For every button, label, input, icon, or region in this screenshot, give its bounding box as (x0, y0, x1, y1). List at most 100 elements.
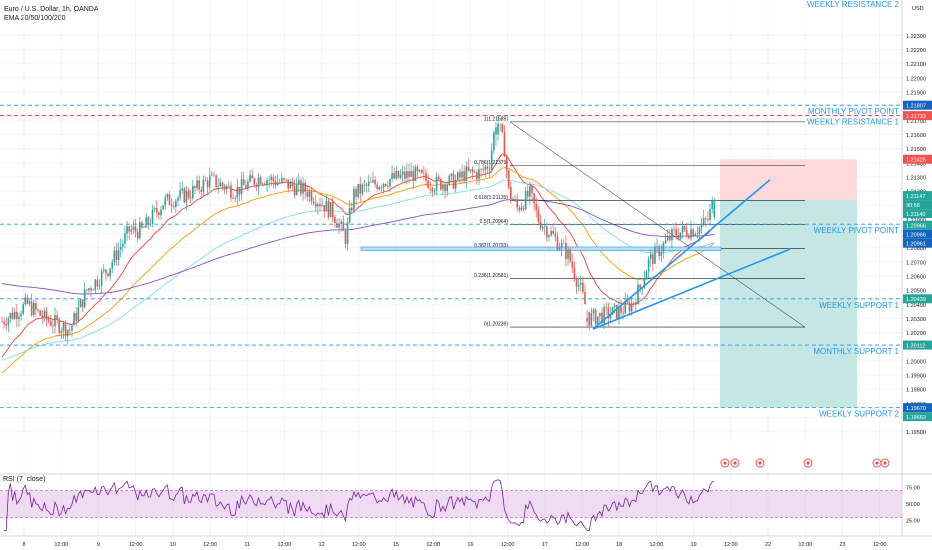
candle-body (442, 184, 444, 190)
candle-body (327, 200, 330, 217)
candle-body (694, 234, 697, 236)
candle-body (54, 315, 56, 327)
candle-body (569, 249, 571, 262)
rsi-line (4, 479, 715, 532)
level-label: WEEKLY SUPPORT 2 (819, 410, 899, 419)
candle-body (437, 176, 440, 179)
candle-body (431, 188, 434, 192)
candle-body (486, 166, 489, 169)
candle-body (507, 170, 510, 187)
candle-body (94, 279, 97, 290)
candle-body (406, 171, 408, 179)
candle-body (484, 166, 487, 171)
symbol-title: Euro / U.S. Dollar, 1h, OANDA (4, 6, 99, 13)
candle-body (79, 299, 82, 308)
candle-body (514, 199, 516, 200)
candle-body (164, 197, 167, 206)
candle-body (461, 171, 463, 178)
take-profit-zone (720, 199, 857, 408)
candle-body (645, 271, 648, 279)
time-tick-label: 18 (616, 542, 622, 548)
candle-body (105, 269, 107, 274)
candle-body (677, 235, 680, 239)
candle-body (69, 329, 71, 331)
candle-body (245, 185, 247, 189)
ema-20-line (1, 153, 715, 358)
candle-body (102, 269, 105, 272)
price-tick-label: 1.20500 (906, 289, 926, 295)
candle-body (219, 182, 222, 187)
candles (1, 115, 716, 345)
price-tag-label: 1.21140 (906, 212, 925, 218)
candle-body (348, 207, 351, 223)
candle-body (662, 243, 665, 252)
trend-drawings[interactable] (592, 179, 791, 330)
stop-loss-zone (720, 159, 857, 200)
price-tick-label: 1.21700 (906, 119, 926, 125)
fibonacci-retracement[interactable]: 1(1.21689)0.786(1.21379)0.618(1.21135)0.… (360, 116, 806, 328)
ema-50-line (1, 167, 715, 374)
economic-event-dot (723, 461, 727, 465)
price-tag-label: 1.20966 (906, 232, 926, 238)
candle-body (384, 183, 387, 186)
ema-200-line (1, 199, 715, 295)
price-axis[interactable]: 1.22300 1.22200 1.22100 1.22000 1.21900 1.218… (901, 0, 932, 550)
candle-body (183, 188, 186, 203)
time-tick-label: 12:00 (426, 542, 440, 548)
candle-body (575, 278, 578, 287)
candle-body (111, 262, 114, 269)
price-tick-label: 1.21600 (906, 133, 926, 139)
candle-body (7, 318, 10, 326)
price-tag (903, 412, 932, 422)
price-tick-label: 1.21500 (906, 147, 926, 153)
candle-body (122, 243, 124, 247)
candle-body (261, 183, 264, 185)
candle-body (639, 284, 641, 288)
candle-body (688, 236, 690, 239)
candle-body (22, 304, 24, 314)
candle-body (459, 172, 461, 178)
candle-body (189, 197, 192, 199)
candle-body (166, 194, 169, 198)
candle-body (609, 314, 612, 319)
candle-body (128, 226, 130, 232)
price-tag-label: 1.21147 (906, 194, 925, 200)
time-tick-label: 12:00 (278, 542, 292, 548)
candle-body (62, 322, 65, 331)
candle-body (75, 313, 77, 321)
candle-body (355, 188, 357, 197)
candle-body (643, 278, 646, 288)
candle-body (499, 123, 501, 125)
price-tick-label: 1.20400 (906, 303, 926, 309)
time-tick-label: 12:00 (724, 542, 738, 548)
price-tag-label: 1.21733 (906, 114, 926, 120)
rsi-pane[interactable]: 75.00 50.00 25.00 (0, 473, 932, 532)
event-icons[interactable] (720, 458, 890, 468)
candle-body (397, 170, 400, 178)
candle-body (153, 208, 156, 210)
time-tick-label: 17 (542, 542, 548, 548)
candle-body (573, 267, 576, 279)
candle-body (473, 172, 476, 173)
price-tag-label: 1.21807 (906, 103, 926, 109)
economic-event-dot (883, 461, 887, 465)
candle-body (541, 226, 544, 229)
time-axis[interactable]: 8 12:00 9 12:00 10 12:00 11 12:00 12 12:00 15 12:00… (0, 535, 932, 548)
candle-body (469, 169, 472, 171)
time-tick-label: 10 (170, 542, 176, 548)
candle-body (20, 313, 22, 317)
candle-body (707, 218, 709, 220)
candle-body (471, 169, 474, 173)
candle-body (217, 186, 220, 187)
position-zones (720, 159, 857, 408)
price-tick-label: 1.21300 (906, 175, 926, 181)
candle-body (16, 311, 18, 320)
candle-body (278, 182, 281, 183)
fib-level-label: 1(1.21689) (484, 116, 509, 122)
price-tick-label: 1.21400 (906, 161, 926, 167)
candle-body (213, 174, 215, 176)
fib-trend-line (509, 121, 806, 328)
candle-body (522, 207, 525, 210)
candle-body (291, 181, 294, 187)
